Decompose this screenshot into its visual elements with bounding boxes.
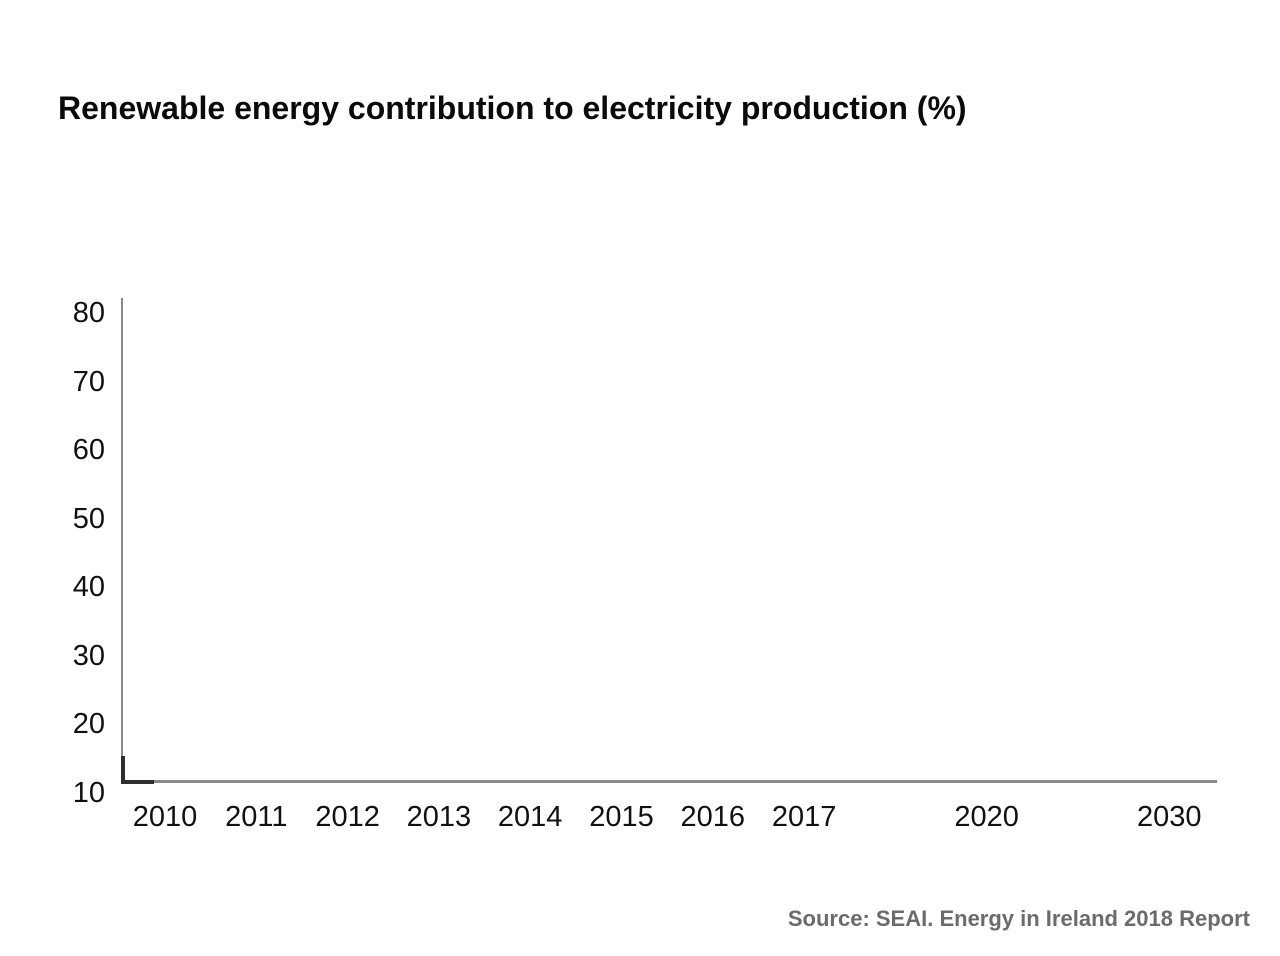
y-tick-label: 10 — [72, 777, 105, 809]
x-tick-label: 2010 — [132, 801, 198, 833]
source-note: Source: SEAI. Energy in Ireland 2018 Rep… — [787, 906, 1250, 931]
x-tick-label: 2015 — [589, 801, 654, 833]
x-tick-label: 2012 — [315, 801, 380, 833]
x-tick-label: 2016 — [680, 801, 746, 833]
y-tick-label: 70 — [72, 365, 105, 398]
x-tick-label: 2013 — [406, 801, 472, 833]
y-tick-label: 40 — [72, 571, 105, 604]
y-tick-label: 60 — [72, 434, 105, 467]
chart-title: Renewable energy contribution to electri… — [58, 90, 967, 126]
origin-mark-horizontal — [121, 780, 154, 784]
x-tick-label: 2020 — [954, 801, 1019, 833]
y-tick-label: 20 — [72, 708, 105, 741]
plot-area: 10 20 30 40 50 60 70 80 2010 2011 2012 2013 2014 201… — [73, 297, 1217, 833]
x-tick-label: 2014 — [497, 801, 563, 833]
x-tick-label: 2017 — [771, 801, 837, 833]
y-tick-label: 50 — [72, 502, 105, 535]
y-tick-label: 80 — [72, 297, 105, 330]
origin-mark-vertical — [121, 756, 125, 783]
x-tick-label: 2011 — [225, 801, 288, 833]
x-tick-label: 2030 — [1137, 801, 1202, 833]
y-tick-label: 30 — [72, 639, 105, 672]
